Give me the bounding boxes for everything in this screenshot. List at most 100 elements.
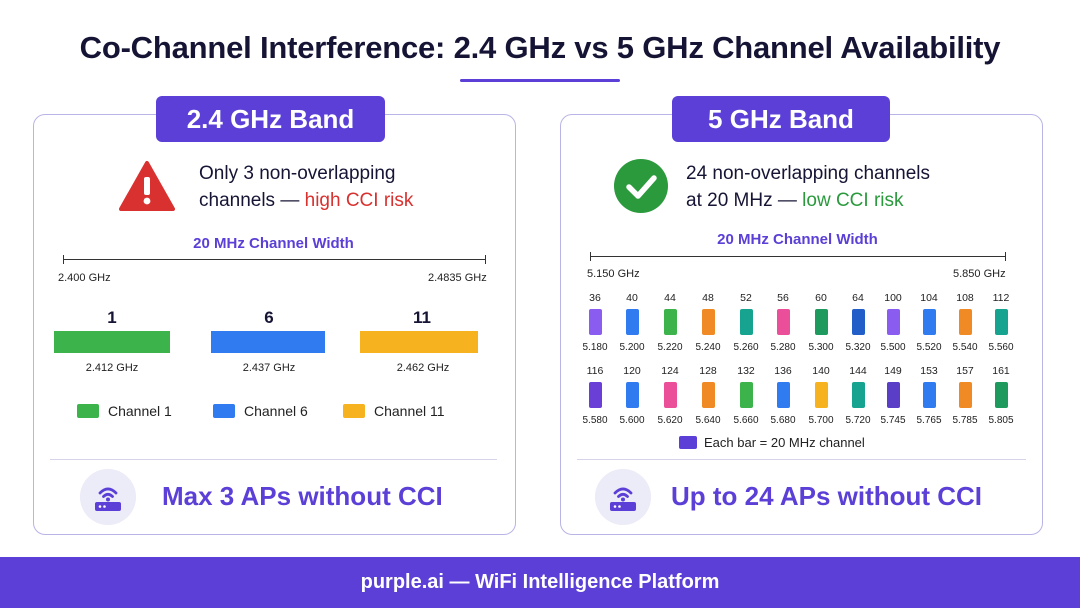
band-5-status-prefix: at 20 MHz — <box>686 190 803 211</box>
channel-frequency: 5.540 <box>952 342 978 353</box>
channel-number: 44 <box>664 292 676 304</box>
channel-bar <box>776 382 790 408</box>
warning-triangle-icon <box>119 161 175 211</box>
channel-frequency: 5.640 <box>695 415 721 426</box>
channel-frequency: 2.437 GHz <box>242 362 296 374</box>
router-icon <box>595 469 651 525</box>
channel-bar <box>211 331 325 353</box>
channel-number: 48 <box>702 292 714 304</box>
page-title: Co-Channel Interference: 2.4 GHz vs 5 GH… <box>79 30 1001 65</box>
channel-number: 124 <box>661 365 679 377</box>
channel-number: 149 <box>884 365 902 377</box>
channel-number: 104 <box>920 292 938 304</box>
channel-number: 153 <box>920 365 938 377</box>
band-24-freq-end: 2.4835 GHz <box>428 272 487 284</box>
band-24-status: Only 3 non-overlapping channels — high C… <box>199 160 413 214</box>
band-5-summary: Up to 24 APs without CCI <box>671 481 983 511</box>
channel-bar <box>886 309 900 335</box>
channel-frequency: 5.320 <box>845 342 871 353</box>
channel-bar <box>851 382 865 408</box>
channel-bar <box>994 309 1008 335</box>
footer-banner: purple.ai — WiFi Intelligence Platform <box>0 557 1080 608</box>
channel-frequency: 5.805 <box>988 415 1014 426</box>
legend-swatch <box>679 436 697 449</box>
band-5-width-label: 20 MHz Channel Width <box>717 231 878 248</box>
channel-bar <box>739 382 753 408</box>
channel-frequency: 5.300 <box>808 342 834 353</box>
channel-bar <box>663 382 677 408</box>
band-5-axis <box>590 256 1006 257</box>
band-24-summary: Max 3 APs without CCI <box>162 481 443 511</box>
channel-number: 108 <box>956 292 974 304</box>
channel-frequency: 5.200 <box>619 342 645 353</box>
band-5-axis-tick-start <box>590 252 591 261</box>
channel-bar <box>588 309 602 335</box>
channel-number: 157 <box>956 365 974 377</box>
legend-swatch <box>343 404 365 418</box>
channel-number: 40 <box>626 292 638 304</box>
channel-number: 64 <box>852 292 864 304</box>
band-24-axis <box>63 259 486 260</box>
channel-bar <box>54 331 170 353</box>
legend-label: Channel 11 <box>374 403 445 419</box>
channel-number: 112 <box>992 292 1010 304</box>
channel-number: 140 <box>812 365 830 377</box>
band-5-freq-start: 5.150 GHz <box>587 268 640 280</box>
band-5-risk-label: low CCI risk <box>802 190 904 211</box>
channel-frequency: 5.220 <box>657 342 683 353</box>
title-underline <box>460 79 620 82</box>
band-5-status: 24 non-overlapping channels at 20 MHz — … <box>686 160 930 214</box>
channel-frequency: 5.240 <box>695 342 721 353</box>
channel-frequency: 5.720 <box>845 415 871 426</box>
channel-bar <box>701 309 715 335</box>
band-24-freq-start: 2.400 GHz <box>58 272 111 284</box>
channel-frequency: 5.660 <box>733 415 759 426</box>
channel-frequency: 2.462 GHz <box>396 362 450 374</box>
channel-frequency: 5.680 <box>770 415 796 426</box>
band-24-panel <box>33 114 516 535</box>
channel-number: 161 <box>992 365 1010 377</box>
legend-label: Each bar = 20 MHz channel <box>704 435 865 450</box>
channel-bar <box>663 309 677 335</box>
channel-frequency: 5.785 <box>952 415 978 426</box>
channel-bar <box>851 309 865 335</box>
check-circle-icon <box>614 159 668 213</box>
channel-number: 120 <box>623 365 641 377</box>
legend-label: Channel 6 <box>244 403 308 419</box>
band-24-status-prefix: channels — <box>199 190 305 211</box>
channel-frequency: 5.580 <box>582 415 608 426</box>
channel-number: 136 <box>774 365 792 377</box>
band-5-badge: 5 GHz Band <box>672 96 890 142</box>
router-icon <box>80 469 136 525</box>
channel-frequency: 5.765 <box>916 415 942 426</box>
channel-frequency: 5.520 <box>916 342 942 353</box>
band-24-status-line2: channels — high CCI risk <box>199 187 413 214</box>
channel-bar <box>814 382 828 408</box>
legend-label: Channel 1 <box>108 403 172 419</box>
channel-frequency: 5.500 <box>880 342 906 353</box>
channel-number: 6 <box>264 308 274 327</box>
band-24-risk-label: high CCI risk <box>304 190 414 211</box>
channel-frequency: 5.260 <box>733 342 759 353</box>
channel-number: 144 <box>849 365 867 377</box>
channel-frequency: 5.700 <box>808 415 834 426</box>
channel-frequency: 5.620 <box>657 415 683 426</box>
band-24-axis-tick-end <box>485 255 486 264</box>
channel-bar <box>922 309 936 335</box>
channel-frequency: 5.280 <box>770 342 796 353</box>
channel-bar <box>994 382 1008 408</box>
channel-bar <box>776 309 790 335</box>
band-5-freq-end: 5.850 GHz <box>953 268 1006 280</box>
channel-frequency: 5.180 <box>582 342 608 353</box>
band-24-axis-tick-start <box>63 255 64 264</box>
channel-number: 60 <box>815 292 827 304</box>
channel-number: 11 <box>413 308 431 327</box>
channel-bar <box>886 382 900 408</box>
channel-number: 128 <box>699 365 717 377</box>
channel-bar <box>701 382 715 408</box>
channel-frequency: 5.745 <box>880 415 906 426</box>
channel-number: 56 <box>777 292 789 304</box>
band-5-axis-tick-end <box>1005 252 1006 261</box>
channel-bar <box>625 382 639 408</box>
channel-number: 132 <box>737 365 755 377</box>
